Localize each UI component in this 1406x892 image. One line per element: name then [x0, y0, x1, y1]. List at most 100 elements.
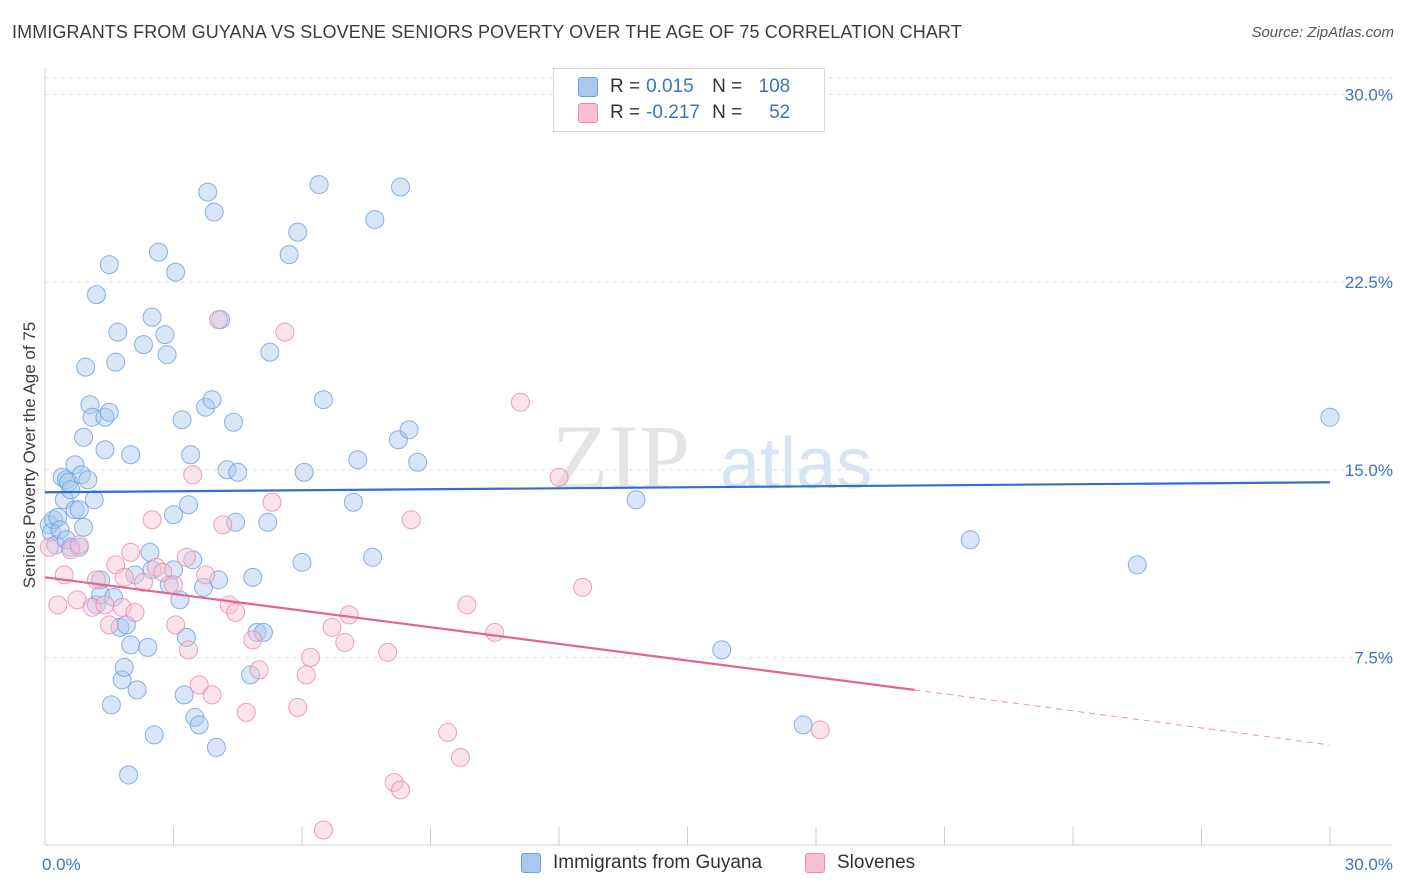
point-slovene	[196, 565, 216, 585]
point-guyana	[50, 520, 70, 540]
point-guyana	[363, 547, 383, 567]
point-slovene	[549, 467, 569, 487]
point-slovene	[296, 665, 316, 685]
point-guyana	[223, 412, 243, 432]
point-guyana	[343, 492, 363, 512]
point-guyana	[76, 357, 96, 377]
legend-swatch-slovenes	[805, 853, 825, 873]
point-slovene	[810, 720, 830, 740]
point-guyana	[127, 680, 147, 700]
point-slovene	[450, 747, 470, 767]
legend-r-label: R =	[610, 102, 641, 123]
point-guyana	[155, 325, 175, 345]
legend-item-slovenes[interactable]: Slovenes	[805, 852, 915, 874]
trend-line-slovenes-extension	[914, 689, 1331, 746]
point-guyana	[149, 242, 169, 262]
trend-line-guyana	[44, 481, 1331, 494]
point-guyana	[54, 490, 74, 510]
point-guyana	[84, 490, 104, 510]
point-guyana	[176, 627, 196, 647]
watermark-atlas: atlas	[720, 424, 872, 504]
point-guyana	[391, 177, 411, 197]
point-guyana	[48, 507, 68, 527]
point-guyana	[292, 552, 312, 572]
stats-legend: R = 0.015 N = 108 R = -0.217 N = 52	[553, 68, 825, 132]
point-guyana	[793, 715, 813, 735]
point-guyana	[56, 470, 76, 490]
point-slovene	[391, 780, 411, 800]
legend-r-value: 0.015	[646, 76, 694, 97]
point-slovene	[378, 642, 398, 662]
point-slovene	[301, 647, 321, 667]
point-guyana	[309, 175, 329, 195]
point-guyana	[172, 410, 192, 430]
point-guyana	[178, 495, 198, 515]
watermark-zip: ZIP	[552, 406, 690, 508]
y-tick-label: 15.0%	[1345, 461, 1393, 480]
x-tick-label: 0.0%	[42, 855, 81, 874]
point-slovene	[510, 392, 530, 412]
point-slovene	[125, 602, 145, 622]
point-guyana	[258, 512, 278, 532]
point-guyana	[388, 430, 408, 450]
point-slovene	[457, 595, 477, 615]
watermark: ZIP atlas	[552, 406, 872, 508]
legend-n-label: N =	[712, 76, 743, 97]
point-guyana	[313, 390, 333, 410]
legend-swatch-guyana	[578, 77, 598, 97]
y-tick-label: 22.5%	[1345, 273, 1393, 292]
point-guyana	[228, 462, 248, 482]
trend-line-slovenes	[44, 576, 915, 691]
point-guyana	[95, 440, 115, 460]
point-guyana	[408, 452, 428, 472]
legend-n-value: 108	[758, 76, 791, 97]
point-guyana	[108, 322, 128, 342]
point-guyana	[74, 427, 94, 447]
point-guyana	[101, 695, 121, 715]
point-guyana	[121, 635, 141, 655]
series-slovenes	[39, 310, 830, 840]
point-guyana	[960, 530, 980, 550]
point-guyana	[144, 725, 164, 745]
point-guyana	[196, 397, 216, 417]
point-slovene	[183, 465, 203, 485]
point-guyana	[157, 345, 177, 365]
point-slovene	[178, 640, 198, 660]
point-slovene	[164, 575, 183, 595]
point-slovene	[322, 617, 342, 637]
point-slovene	[99, 615, 119, 635]
point-guyana	[65, 500, 85, 520]
point-guyana	[99, 402, 119, 422]
legend-n-value: 52	[769, 102, 791, 123]
legend-row-guyana: R = 0.015 N = 108	[578, 74, 790, 100]
legend-label-slovenes: Slovenes	[837, 852, 916, 873]
chart-title: IMMIGRANTS FROM GUYANA VS SLOVENE SENIOR…	[12, 22, 962, 42]
point-guyana	[181, 445, 201, 465]
point-slovene	[288, 697, 308, 717]
point-slovene	[208, 310, 228, 330]
point-guyana	[204, 202, 224, 222]
point-guyana	[348, 450, 368, 470]
point-guyana	[253, 622, 273, 642]
point-slovene	[236, 702, 256, 722]
point-slovene	[95, 595, 115, 615]
point-guyana	[279, 245, 299, 265]
point-guyana	[193, 577, 213, 597]
point-slovene	[67, 590, 87, 610]
point-guyana	[189, 715, 209, 735]
point-guyana	[712, 640, 732, 660]
point-slovene	[213, 515, 233, 535]
legend-label-guyana: Immigrants from Guyana	[553, 852, 763, 873]
point-slovene	[438, 722, 458, 742]
legend-n-label: N =	[712, 102, 743, 123]
point-guyana	[365, 210, 385, 230]
point-guyana	[1320, 407, 1340, 427]
point-slovene	[335, 632, 355, 652]
axes	[44, 68, 1392, 846]
point-slovene	[485, 622, 505, 642]
point-guyana	[86, 285, 106, 305]
legend-item-guyana[interactable]: Immigrants from Guyana	[521, 852, 762, 874]
y-axis-label: Seniors Poverty Over the Age of 75	[20, 322, 39, 588]
point-guyana	[626, 490, 646, 510]
point-slovene	[39, 537, 59, 557]
